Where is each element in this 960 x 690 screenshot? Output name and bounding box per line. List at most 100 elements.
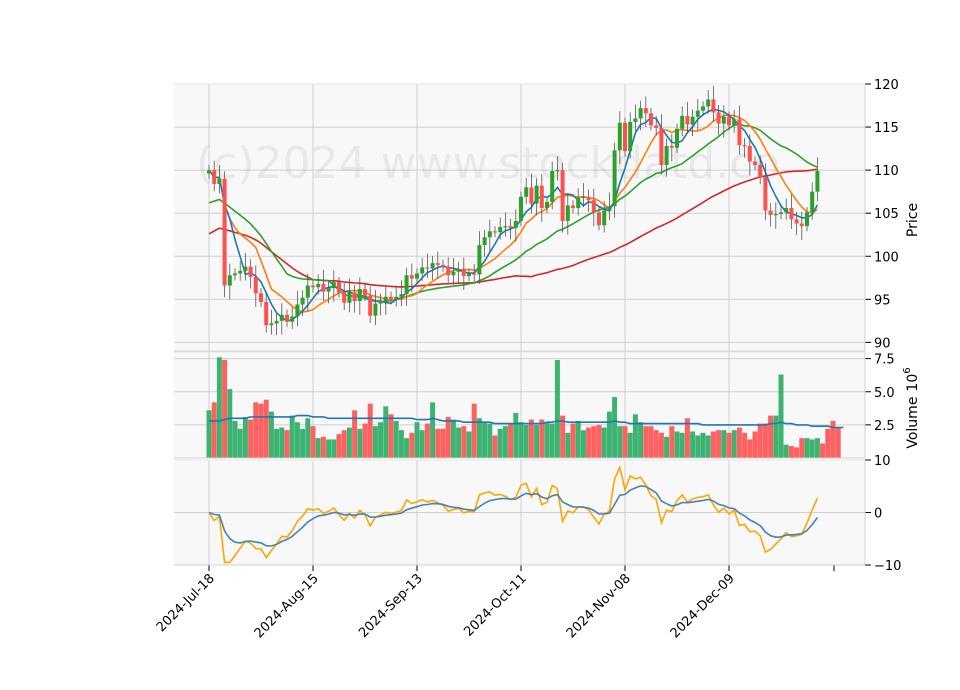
candle-body	[451, 271, 456, 276]
volume-tick-label: 7.5	[874, 353, 895, 368]
volume-bar	[450, 419, 456, 458]
volume-bar	[778, 374, 784, 458]
candle-body	[477, 245, 482, 275]
candle-body	[529, 187, 534, 204]
candle-body	[498, 226, 503, 233]
volume-bar	[783, 444, 789, 458]
candle-body	[638, 108, 643, 119]
oscillator-tick-label: 10	[874, 454, 891, 469]
volume-axis-title: Volume 106	[902, 367, 921, 448]
candle-body	[519, 196, 523, 221]
volume-bar	[263, 399, 269, 458]
price-tick-label: 110	[874, 164, 899, 179]
volume-bar	[695, 435, 701, 458]
volume-bar	[825, 428, 831, 458]
candle-body	[773, 214, 778, 216]
candle-body	[810, 191, 815, 213]
candle-body	[279, 314, 284, 321]
volume-bar	[773, 415, 779, 458]
volume-bar	[206, 410, 212, 458]
oscillator-layer	[208, 464, 819, 564]
candle-body	[612, 150, 617, 207]
oscillator-tick-label: −10	[874, 559, 901, 574]
volume-bar	[768, 415, 774, 458]
volume-ma-line	[209, 414, 844, 429]
candle-body	[649, 113, 653, 126]
candle-body	[342, 292, 347, 303]
volume-bar	[539, 419, 545, 458]
volume-bar	[679, 432, 685, 458]
candle-body	[680, 115, 685, 129]
volume-bar	[669, 426, 675, 458]
volume-bar	[492, 435, 498, 458]
candle-body	[576, 197, 581, 209]
candle-body	[669, 146, 674, 148]
volume-bar	[378, 422, 384, 458]
candle-body	[311, 285, 315, 288]
volume-bar	[762, 423, 768, 458]
volume-bar	[523, 424, 529, 458]
volume-bar	[258, 403, 264, 458]
candle-body	[269, 323, 274, 326]
volume-bar	[757, 423, 763, 458]
volume-bar	[601, 427, 607, 458]
candle-body	[285, 314, 289, 322]
candle-body	[446, 266, 451, 276]
volume-bar	[466, 431, 472, 458]
candle-body	[602, 210, 607, 226]
ma-long-line	[208, 123, 818, 303]
volume-bar	[835, 427, 841, 458]
candle-body	[409, 275, 414, 279]
candle-body	[441, 264, 445, 267]
candle-body	[337, 282, 341, 293]
volume-bar	[253, 402, 259, 458]
candle-body	[581, 196, 586, 199]
candle-body	[545, 201, 549, 209]
volume-bar	[534, 424, 540, 458]
candle-body	[768, 210, 773, 215]
volume-bar	[528, 419, 534, 458]
volume-bar	[352, 410, 358, 458]
candle-body	[747, 146, 752, 162]
ma-short-line	[208, 108, 819, 323]
volume-bar	[456, 427, 462, 458]
volume-bar	[398, 430, 404, 458]
volume-bar	[274, 428, 280, 458]
candle-body	[539, 185, 544, 209]
candle-body	[368, 295, 373, 316]
volume-bar	[248, 419, 254, 458]
volume-bar	[383, 406, 389, 458]
candle-body	[295, 304, 300, 317]
volume-tick-label: 5.0	[874, 386, 895, 401]
volume-bar	[435, 428, 441, 458]
candle-body	[779, 212, 783, 215]
volume-bar	[518, 422, 524, 458]
volume-bar	[404, 438, 410, 458]
candle-body	[363, 288, 367, 296]
candle-body	[389, 296, 393, 300]
volume-bar	[736, 427, 742, 458]
candle-body	[784, 208, 789, 213]
volume-bar	[367, 403, 373, 458]
volume-bar	[622, 426, 628, 458]
volume-bar	[643, 426, 649, 458]
candle-body	[789, 208, 794, 220]
volume-bar	[814, 438, 820, 458]
volume-bar	[331, 439, 337, 458]
candle-body	[321, 283, 326, 292]
candle-body	[586, 196, 591, 201]
candle-body	[259, 293, 263, 302]
volume-bar	[289, 415, 295, 458]
candle-body	[274, 320, 279, 324]
candle-body	[217, 178, 222, 184]
candle-body	[732, 119, 737, 126]
candle-body	[695, 110, 700, 117]
candle-body	[467, 273, 471, 277]
candle-body	[461, 269, 466, 277]
price-tick-label: 105	[874, 207, 899, 222]
candle-body	[227, 275, 232, 286]
candle-body	[617, 122, 622, 151]
volume-bar	[326, 439, 332, 458]
candle-body	[425, 267, 430, 269]
candle-body	[435, 263, 440, 265]
